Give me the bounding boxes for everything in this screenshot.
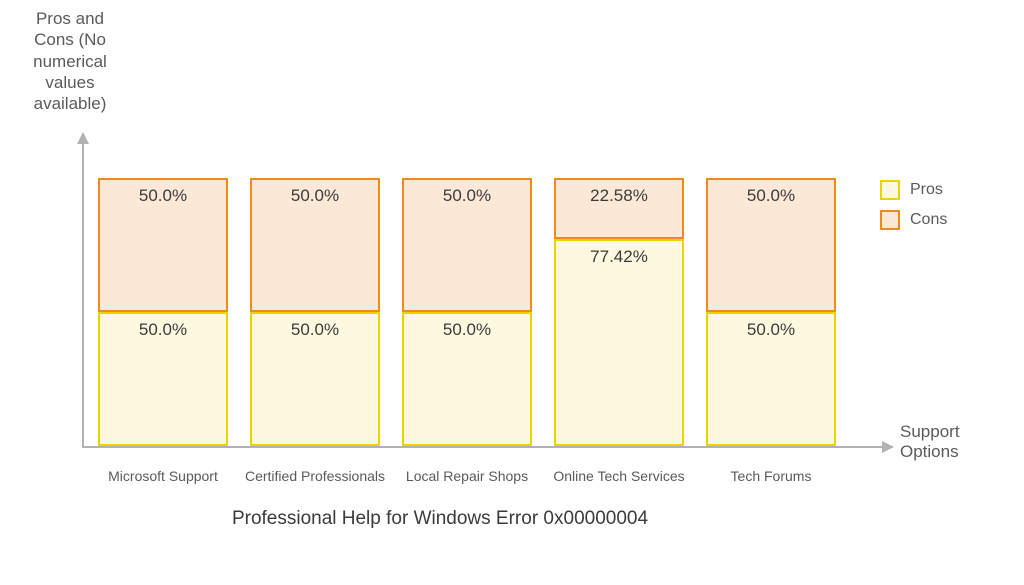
category-label: Local Repair Shops [392, 468, 542, 486]
category-label: Online Tech Services [544, 468, 694, 486]
bar-value-cons: 22.58% [554, 186, 684, 206]
legend-label-pros: Pros [910, 181, 943, 199]
x-axis-title-word2: Options [900, 442, 990, 462]
y-axis-arrowhead [77, 132, 89, 144]
bar-value-cons: 50.0% [402, 186, 532, 206]
bar-value-cons: 50.0% [706, 186, 836, 206]
legend-swatch-cons [880, 210, 900, 230]
bar-value-cons: 50.0% [98, 186, 228, 206]
chart-title: Professional Help for Windows Error 0x00… [210, 508, 670, 530]
bar-segment-pros [554, 239, 684, 446]
legend-label-cons: Cons [910, 211, 947, 229]
y-axis-title: Pros and Cons (No numerical values avail… [20, 8, 120, 114]
x-axis-line [82, 446, 882, 448]
bar-group: 50.0% 50.0% [250, 178, 380, 446]
x-axis-title: SupportOptions [900, 422, 990, 463]
bar-value-pros: 50.0% [250, 320, 380, 340]
stacked-bar-chart: Pros and Cons (No numerical values avail… [0, 0, 1024, 585]
category-label: Microsoft Support [88, 468, 238, 486]
bar-group: 50.0% 50.0% [402, 178, 532, 446]
y-axis-line [82, 142, 84, 446]
legend-item-cons: Cons [880, 210, 947, 230]
legend: Pros Cons [880, 180, 947, 240]
bar-group: 50.0% 50.0% [706, 178, 836, 446]
bar-value-pros: 50.0% [706, 320, 836, 340]
bar-value-pros: 50.0% [402, 320, 532, 340]
x-axis-arrowhead [882, 441, 894, 453]
bar-value-pros: 50.0% [98, 320, 228, 340]
bar-value-pros: 77.42% [554, 247, 684, 267]
bar-group: 22.58% 77.42% [554, 178, 684, 446]
bar-group: 50.0% 50.0% [98, 178, 228, 446]
legend-item-pros: Pros [880, 180, 947, 200]
bar-value-cons: 50.0% [250, 186, 380, 206]
plot-area: 50.0% 50.0% 50.0% 50.0% 50.0% 50.0% 22.58% 77.4… [90, 178, 850, 446]
x-axis-title-word1: Support [900, 422, 990, 442]
category-label: Certified Professionals [240, 468, 390, 486]
legend-swatch-pros [880, 180, 900, 200]
category-label: Tech Forums [696, 468, 846, 486]
